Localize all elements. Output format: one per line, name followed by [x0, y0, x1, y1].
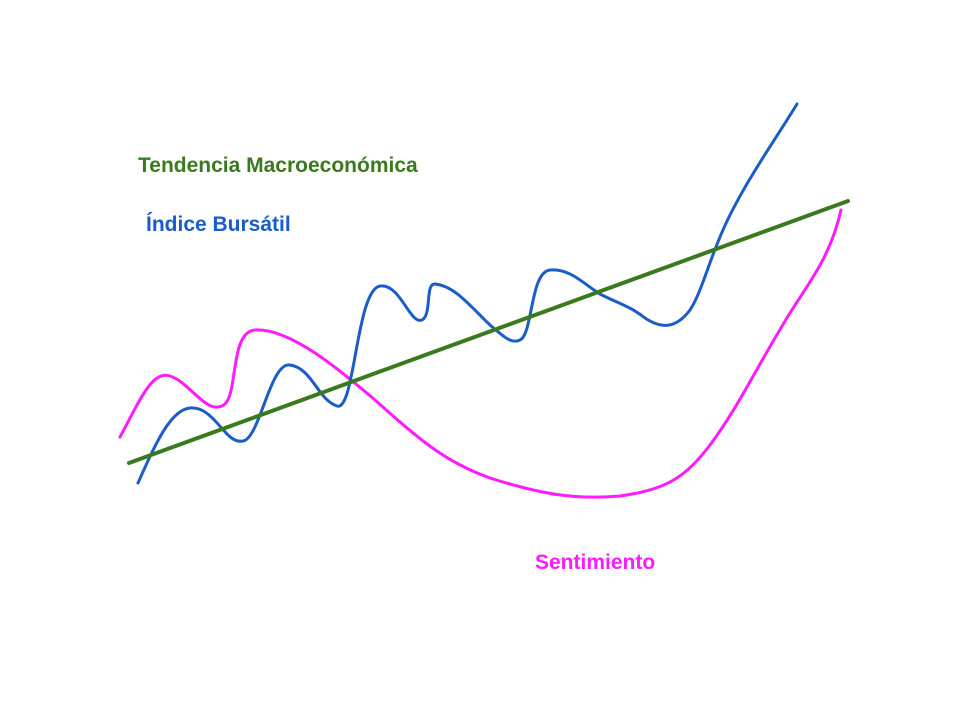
- macro-trend-line: [127, 199, 850, 465]
- macro-trend-label: Tendencia Macroeconómica: [138, 154, 418, 177]
- sentimiento-label: Sentimiento: [535, 551, 656, 574]
- sentimiento-curve: [118, 208, 843, 499]
- indice-label: Índice Bursátil: [146, 213, 291, 236]
